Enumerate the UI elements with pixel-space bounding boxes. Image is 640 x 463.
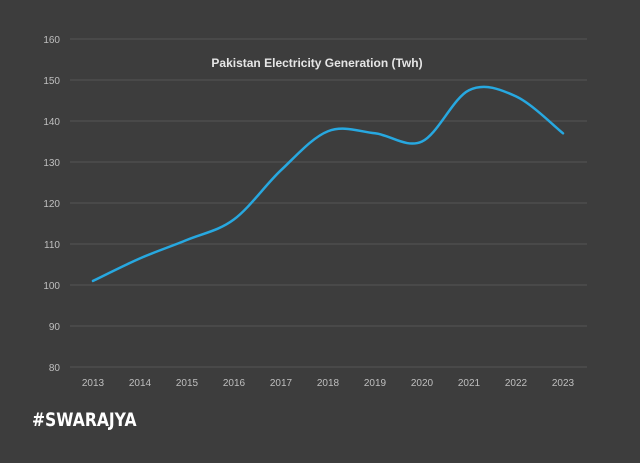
chart-title: Pakistan Electricity Generation (Twh) (211, 56, 422, 70)
x-tick-label: 2014 (129, 378, 152, 389)
gridlines (70, 38, 587, 368)
y-tick-label: 140 (43, 117, 60, 128)
x-tick-label: 2018 (317, 378, 340, 389)
y-tick-label: 150 (43, 76, 60, 87)
x-tick-label: 2022 (505, 378, 528, 389)
y-tick-label: 160 (43, 35, 60, 46)
y-tick-label: 130 (43, 158, 60, 169)
x-tick-label: 2019 (364, 378, 387, 389)
y-axis-ticks: 80 90 100 110 120 130 140 150 160 (43, 35, 60, 374)
series-layer (91, 85, 565, 283)
x-tick-label: 2023 (552, 378, 575, 389)
x-tick-label: 2013 (82, 378, 105, 389)
y-tick-label: 100 (43, 281, 60, 292)
x-axis-ticks: 2013 2014 2015 2016 2017 2018 2019 2020 2021 2022… (82, 378, 575, 389)
y-tick-label: 110 (44, 240, 60, 251)
y-tick-label: 90 (49, 322, 61, 333)
x-tick-label: 2016 (223, 378, 246, 389)
x-tick-label: 2015 (176, 378, 199, 389)
brand-logo: #SWARAJYA (32, 409, 137, 431)
x-tick-label: 2020 (411, 378, 434, 389)
series-line (91, 85, 565, 283)
y-tick-label: 80 (49, 363, 61, 374)
x-tick-label: 2017 (270, 378, 293, 389)
x-tick-label: 2021 (458, 378, 481, 389)
y-tick-label: 120 (43, 199, 60, 210)
